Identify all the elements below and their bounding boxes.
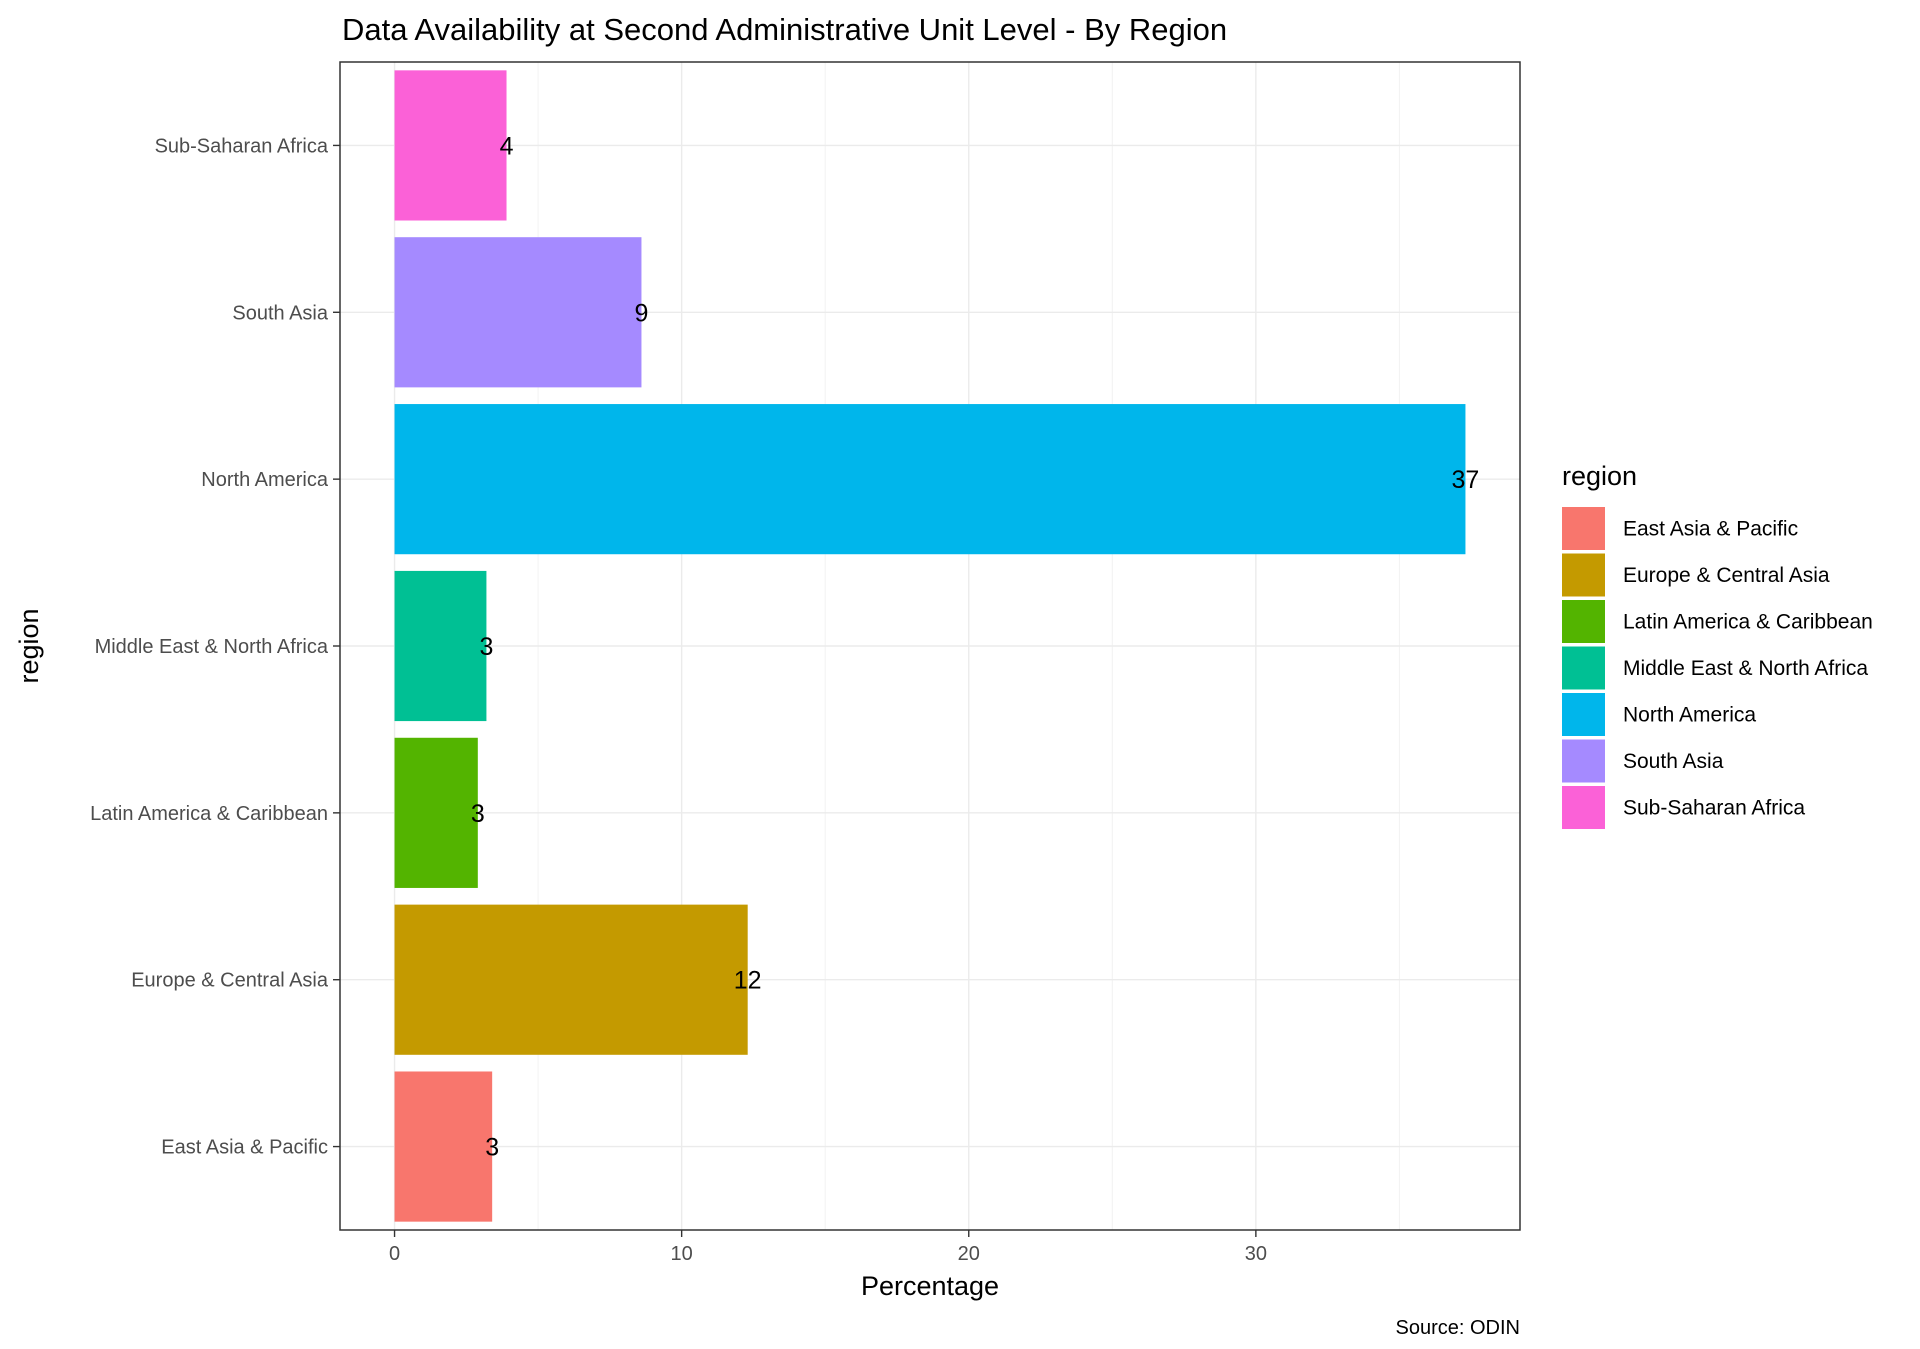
legend-key xyxy=(1562,553,1605,597)
legend-key xyxy=(1562,786,1605,829)
legend-label: East Asia & Pacific xyxy=(1623,518,1798,541)
x-tick-label: 0 xyxy=(389,1243,400,1265)
bar-value-label: 12 xyxy=(734,967,762,995)
legend-label: Middle East & North Africa xyxy=(1623,657,1868,680)
legend-key xyxy=(1562,600,1605,643)
bar xyxy=(394,570,487,722)
bar-value-label: 37 xyxy=(1452,466,1480,494)
x-axis-title: Percentage xyxy=(861,1271,999,1301)
y-axis: East Asia & Pacific Europe & Central Asia… xyxy=(90,135,340,1159)
y-axis-title: region xyxy=(14,608,44,683)
y-tick-label: North America xyxy=(201,469,329,491)
chart-title: Data Availability at Second Administrati… xyxy=(342,12,1227,47)
bar-value-label: 3 xyxy=(471,800,485,828)
bar xyxy=(394,904,748,1055)
legend-label: Latin America & Caribbean xyxy=(1623,611,1873,634)
x-tick-label: 30 xyxy=(1245,1243,1267,1265)
bars-group xyxy=(394,70,1466,1222)
bar-labels-group: 3 12 3 3 37 9 4 xyxy=(471,132,1479,1161)
y-tick-label: East Asia & Pacific xyxy=(161,1137,328,1159)
bar xyxy=(394,70,507,221)
y-tick-label: Sub-Saharan Africa xyxy=(155,135,329,157)
legend-title: region xyxy=(1562,461,1637,491)
legend-key xyxy=(1562,646,1605,690)
legend-key xyxy=(1562,693,1605,736)
legend-key xyxy=(1562,739,1605,783)
bar-value-label: 3 xyxy=(479,633,493,661)
bar xyxy=(394,404,1466,555)
caption: Source: ODIN xyxy=(1396,1317,1520,1339)
bar xyxy=(394,237,642,388)
x-tick-label: 20 xyxy=(958,1243,980,1265)
legend-label: North America xyxy=(1623,704,1756,727)
bar xyxy=(394,1071,493,1222)
grid-lines xyxy=(340,62,1520,1230)
bar-value-label: 3 xyxy=(485,1134,499,1162)
bar-value-label: 4 xyxy=(500,132,514,160)
bar xyxy=(394,737,478,888)
bar-value-label: 9 xyxy=(635,299,649,327)
legend: region East Asia & Pacific Europe & Centr… xyxy=(1562,461,1873,829)
x-tick-label: 10 xyxy=(671,1243,693,1265)
legend-label: Europe & Central Asia xyxy=(1623,564,1830,587)
legend-label: Sub-Saharan Africa xyxy=(1623,797,1805,820)
legend-label: South Asia xyxy=(1623,750,1724,773)
x-axis: 0 10 20 30 xyxy=(389,1230,1267,1265)
y-tick-label: Europe & Central Asia xyxy=(131,970,329,992)
y-tick-label: South Asia xyxy=(232,302,329,324)
y-tick-label: Middle East & North Africa xyxy=(95,636,329,658)
y-tick-label: Latin America & Caribbean xyxy=(90,803,328,825)
legend-key xyxy=(1562,507,1605,550)
